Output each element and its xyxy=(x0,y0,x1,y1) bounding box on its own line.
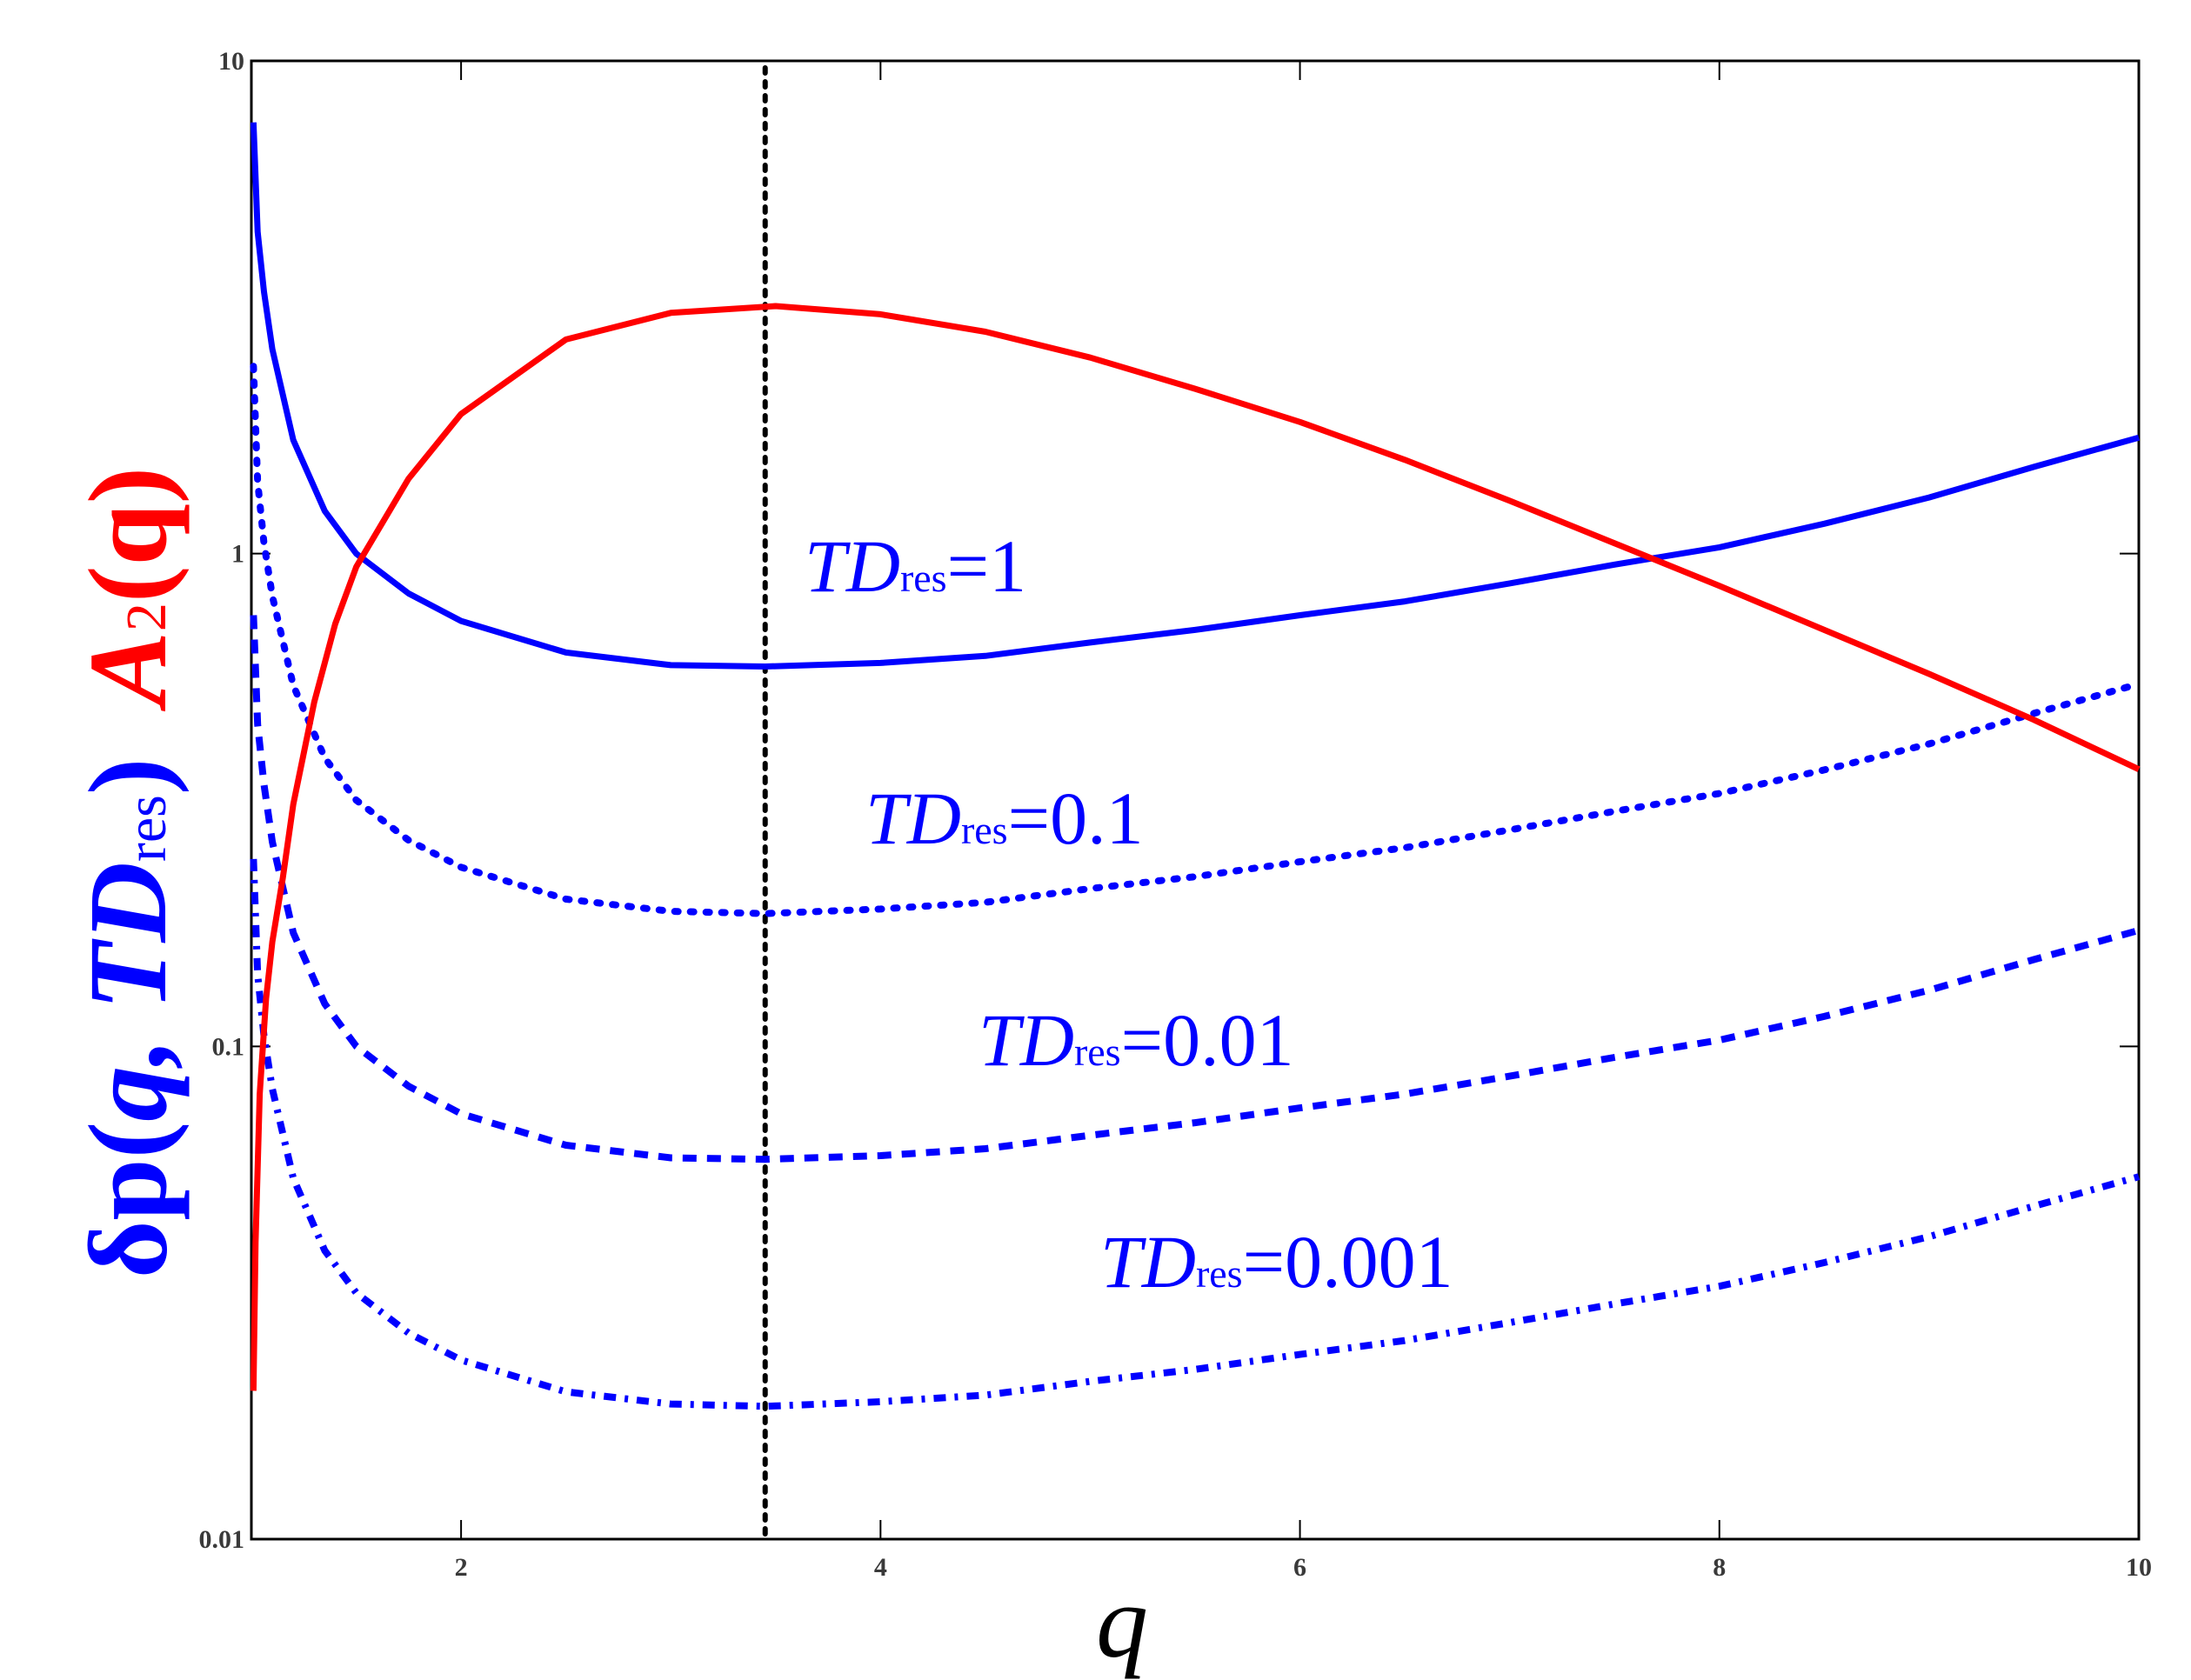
y-axis-label-blue-var: q, TD xyxy=(66,862,190,1122)
series-line-TDres-1 xyxy=(250,122,2140,670)
y-tick-label-0.01: 0.01 xyxy=(199,1525,245,1554)
x-tick-label-6: 6 xyxy=(1293,1553,1306,1582)
tick-marks xyxy=(251,60,2140,1540)
plot-frame xyxy=(250,59,2141,1541)
series-label-0.1: TDres=0.1 xyxy=(865,777,1144,860)
series-label-0.01: TDres=0.01 xyxy=(979,998,1294,1082)
tick-labels: 2 4 6 8 10 0.01 0.1 1 10 xyxy=(199,47,2153,1582)
series-line-TDres-0.1 xyxy=(250,363,2142,917)
y-axis-label-blue-prefix: δp( xyxy=(66,1122,190,1278)
x-tick-label-2: 2 xyxy=(455,1553,468,1582)
y-axis-label: δp(q, TDres) A2(q) xyxy=(66,467,190,1278)
y-tick-label-10: 10 xyxy=(218,47,244,76)
x-tick-label-4: 4 xyxy=(874,1553,887,1582)
series-line-TDres-0.01 xyxy=(250,615,2141,1163)
y-axis-label-red-suffix: (q) xyxy=(66,467,190,603)
y-axis-label-blue-sub: res xyxy=(115,795,178,862)
series-line-A2-q- xyxy=(250,303,2141,1391)
svg-text:δp(q, TDres)A2(q): δp(q, TDres) A2(q) xyxy=(66,467,190,1278)
series-label-0.001: TDres=0.001 xyxy=(1100,1220,1453,1303)
y-axis-label-red-main: A xyxy=(66,631,190,711)
y-axis-label-blue-suffix: ) xyxy=(66,758,190,796)
x-tick-label-8: 8 xyxy=(1713,1553,1726,1582)
series-line-TDres-0.001 xyxy=(250,858,2141,1410)
y-tick-label-0.1: 0.1 xyxy=(212,1032,245,1061)
series-label-1: TDres=1 xyxy=(805,524,1026,608)
y-axis-label-red-sub: 2 xyxy=(115,603,178,631)
series-lines xyxy=(250,122,2142,1410)
x-axis-label: q xyxy=(1096,1563,1148,1679)
y-tick-label-1: 1 xyxy=(231,540,244,569)
x-tick-label-10: 10 xyxy=(2126,1553,2152,1582)
